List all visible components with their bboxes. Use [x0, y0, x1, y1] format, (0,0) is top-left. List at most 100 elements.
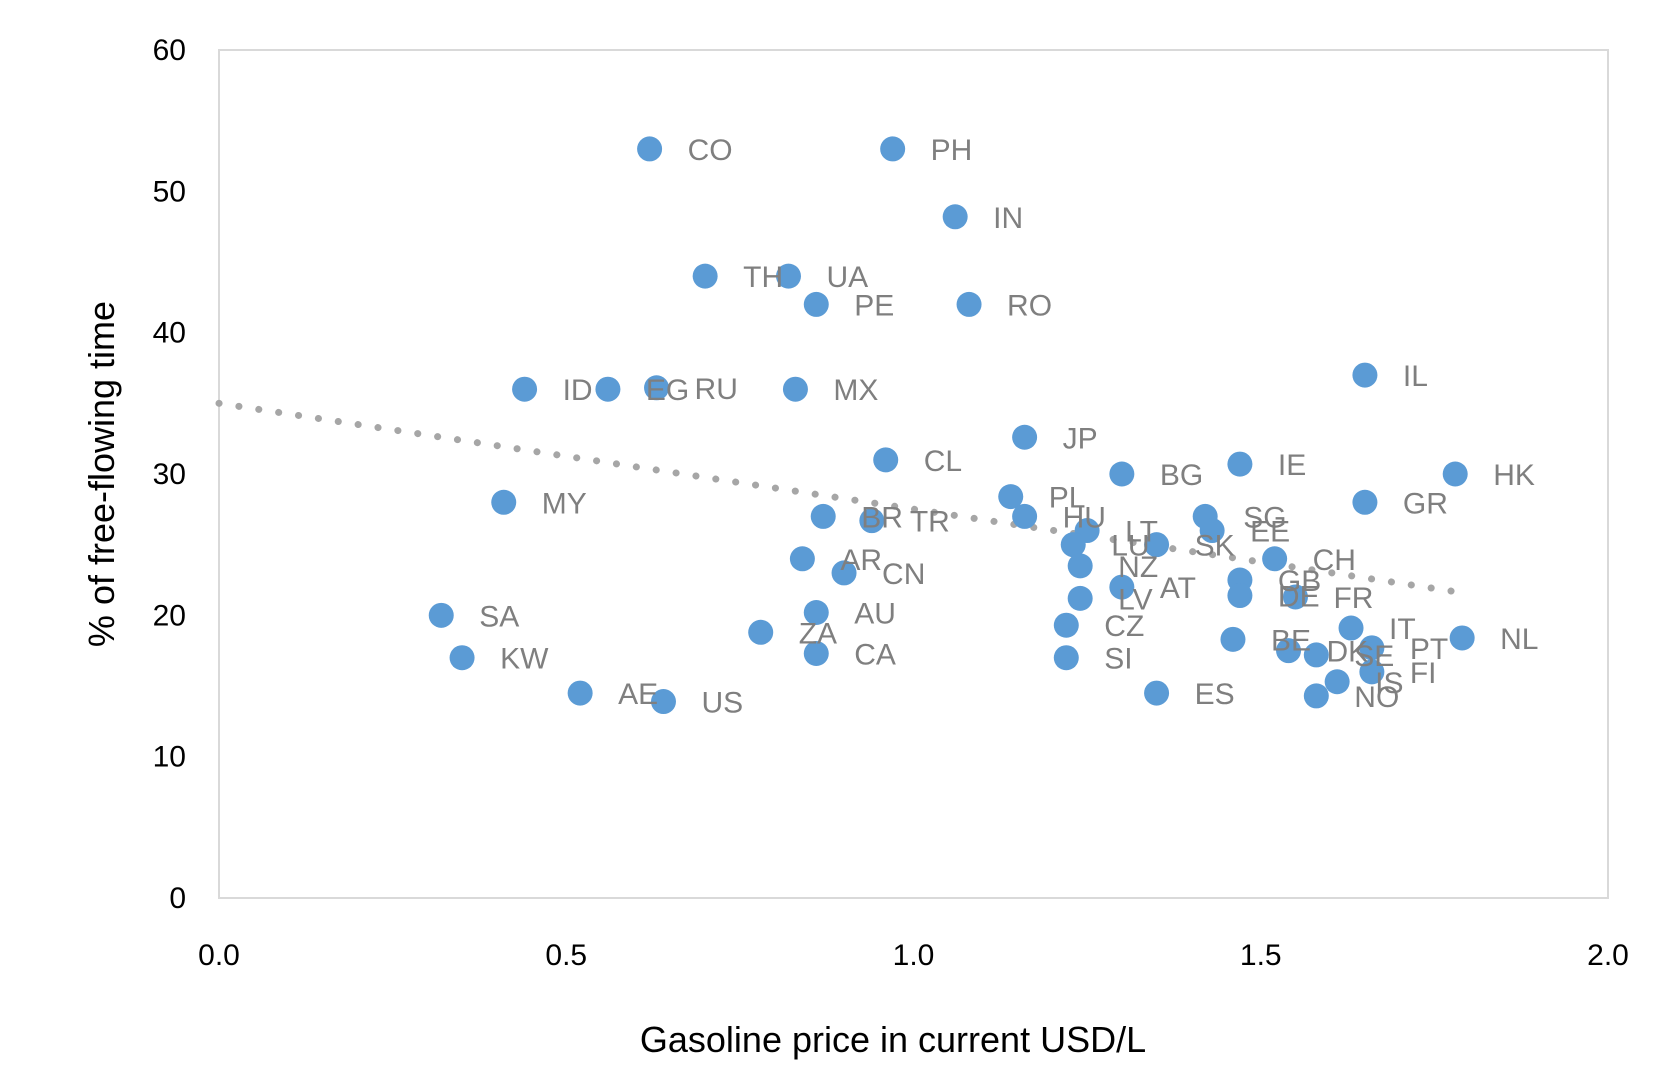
plot-area [218, 49, 1609, 899]
data-point-in [942, 204, 968, 230]
data-point-ie [1227, 451, 1253, 477]
point-label-in: IN [993, 202, 1023, 235]
point-label-it: IT [1389, 613, 1416, 646]
y-tick-label: 0 [169, 882, 186, 915]
point-label-ph: PH [931, 134, 973, 167]
data-point-se [1303, 642, 1329, 668]
point-label-hu: HU [1063, 501, 1106, 534]
x-tick-label: 2.0 [1587, 939, 1629, 972]
y-tick-labels: 0 10 20 30 40 50 60 [153, 34, 186, 915]
data-point-jp [1012, 424, 1038, 450]
data-point-ae [567, 680, 593, 706]
x-tick-label: 0.5 [545, 939, 587, 972]
point-label-nz: NZ [1118, 551, 1158, 584]
data-point-bg [1109, 461, 1135, 487]
point-label-mx: MX [833, 374, 878, 407]
data-point-es [1144, 680, 1170, 706]
data-point-sk [1144, 532, 1170, 558]
x-axis-title: Gasoline price in current USD/L [640, 1019, 1146, 1060]
point-label-co: CO [688, 134, 733, 167]
x-tick-label: 0.0 [198, 939, 240, 972]
data-point-nl [1449, 625, 1475, 651]
point-label-ar: AR [840, 544, 882, 577]
data-point-ar [789, 546, 815, 572]
point-label-kw: KW [500, 643, 549, 676]
point-label-dk: DK [1327, 636, 1369, 669]
point-label-au: AU [854, 598, 896, 631]
y-tick-label: 30 [153, 458, 186, 491]
data-point-hk [1442, 461, 1468, 487]
point-label-si: SI [1104, 643, 1132, 676]
point-label-at: AT [1160, 572, 1196, 605]
point-label-ro: RO [1007, 289, 1052, 322]
data-point-hu [1012, 503, 1038, 529]
point-label-es: ES [1195, 678, 1235, 711]
point-label-fi: FI [1410, 657, 1437, 690]
y-axis-title: % of free-flowing time [81, 301, 122, 647]
data-point-ro [956, 291, 982, 317]
data-point-mx [782, 376, 808, 402]
point-label-cz: CZ [1104, 610, 1144, 643]
data-point-za [748, 619, 774, 645]
point-label-lt: LT [1125, 516, 1158, 549]
point-label-hk: HK [1493, 459, 1535, 492]
data-point-is [1324, 669, 1350, 695]
data-point-co [637, 136, 663, 162]
data-point-pt [1359, 635, 1385, 661]
x-tick-label: 1.0 [893, 939, 935, 972]
data-point-it [1338, 615, 1364, 641]
point-label-lv: LV [1118, 583, 1152, 616]
point-label-tr: TR [910, 506, 950, 539]
data-point-tr [859, 508, 885, 534]
data-point-de [1227, 583, 1253, 609]
data-point-lu [1060, 532, 1086, 558]
point-label-lu: LU [1111, 530, 1149, 563]
point-label-br: BR [861, 501, 903, 534]
point-label-us: US [701, 687, 743, 720]
x-tick-label: 1.5 [1240, 939, 1282, 972]
point-label-sk: SK [1195, 530, 1235, 563]
point-label-de: DE [1278, 581, 1320, 614]
data-point-pl [998, 484, 1024, 510]
points-layer [428, 136, 1475, 715]
point-label-gr: GR [1403, 487, 1448, 520]
data-point-eg [595, 376, 621, 402]
point-label-id: ID [563, 374, 593, 407]
data-point-at [1109, 574, 1135, 600]
point-label-pt: PT [1410, 633, 1448, 666]
point-label-ae: AE [618, 678, 658, 711]
trendline [215, 399, 1466, 597]
point-label-pl: PL [1049, 482, 1086, 515]
data-point-cz [1053, 612, 1079, 638]
point-label-gb: GB [1278, 565, 1321, 598]
data-point-au [803, 600, 829, 626]
data-point-il [1352, 362, 1378, 388]
data-point-cl [873, 447, 899, 473]
point-label-il: IL [1403, 360, 1428, 393]
data-point-ch [1262, 546, 1288, 572]
data-point-si [1053, 645, 1079, 671]
point-label-cl: CL [924, 445, 962, 478]
data-point-br [810, 503, 836, 529]
data-point-be [1220, 626, 1246, 652]
point-label-jp: JP [1063, 422, 1098, 455]
data-point-sa [428, 602, 454, 628]
point-label-ch: CH [1313, 544, 1356, 577]
data-point-fi [1359, 659, 1385, 685]
data-point-fr [1282, 584, 1308, 610]
point-label-nl: NL [1500, 623, 1538, 656]
data-point-us [650, 689, 676, 715]
trendline-layer [215, 399, 1466, 597]
point-label-ie: IE [1278, 449, 1306, 482]
data-point-ee [1199, 518, 1225, 544]
data-point-ua [775, 263, 801, 289]
point-label-ua: UA [826, 261, 868, 294]
data-point-cn [831, 560, 857, 586]
point-label-pe: PE [854, 289, 894, 322]
point-label-ru: RU [695, 373, 738, 406]
data-point-kw [449, 645, 475, 671]
data-point-id [512, 376, 538, 402]
point-label-ca: CA [854, 638, 896, 671]
